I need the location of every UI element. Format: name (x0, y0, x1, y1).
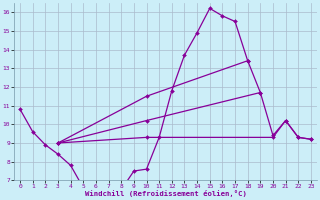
X-axis label: Windchill (Refroidissement éolien,°C): Windchill (Refroidissement éolien,°C) (84, 190, 246, 197)
